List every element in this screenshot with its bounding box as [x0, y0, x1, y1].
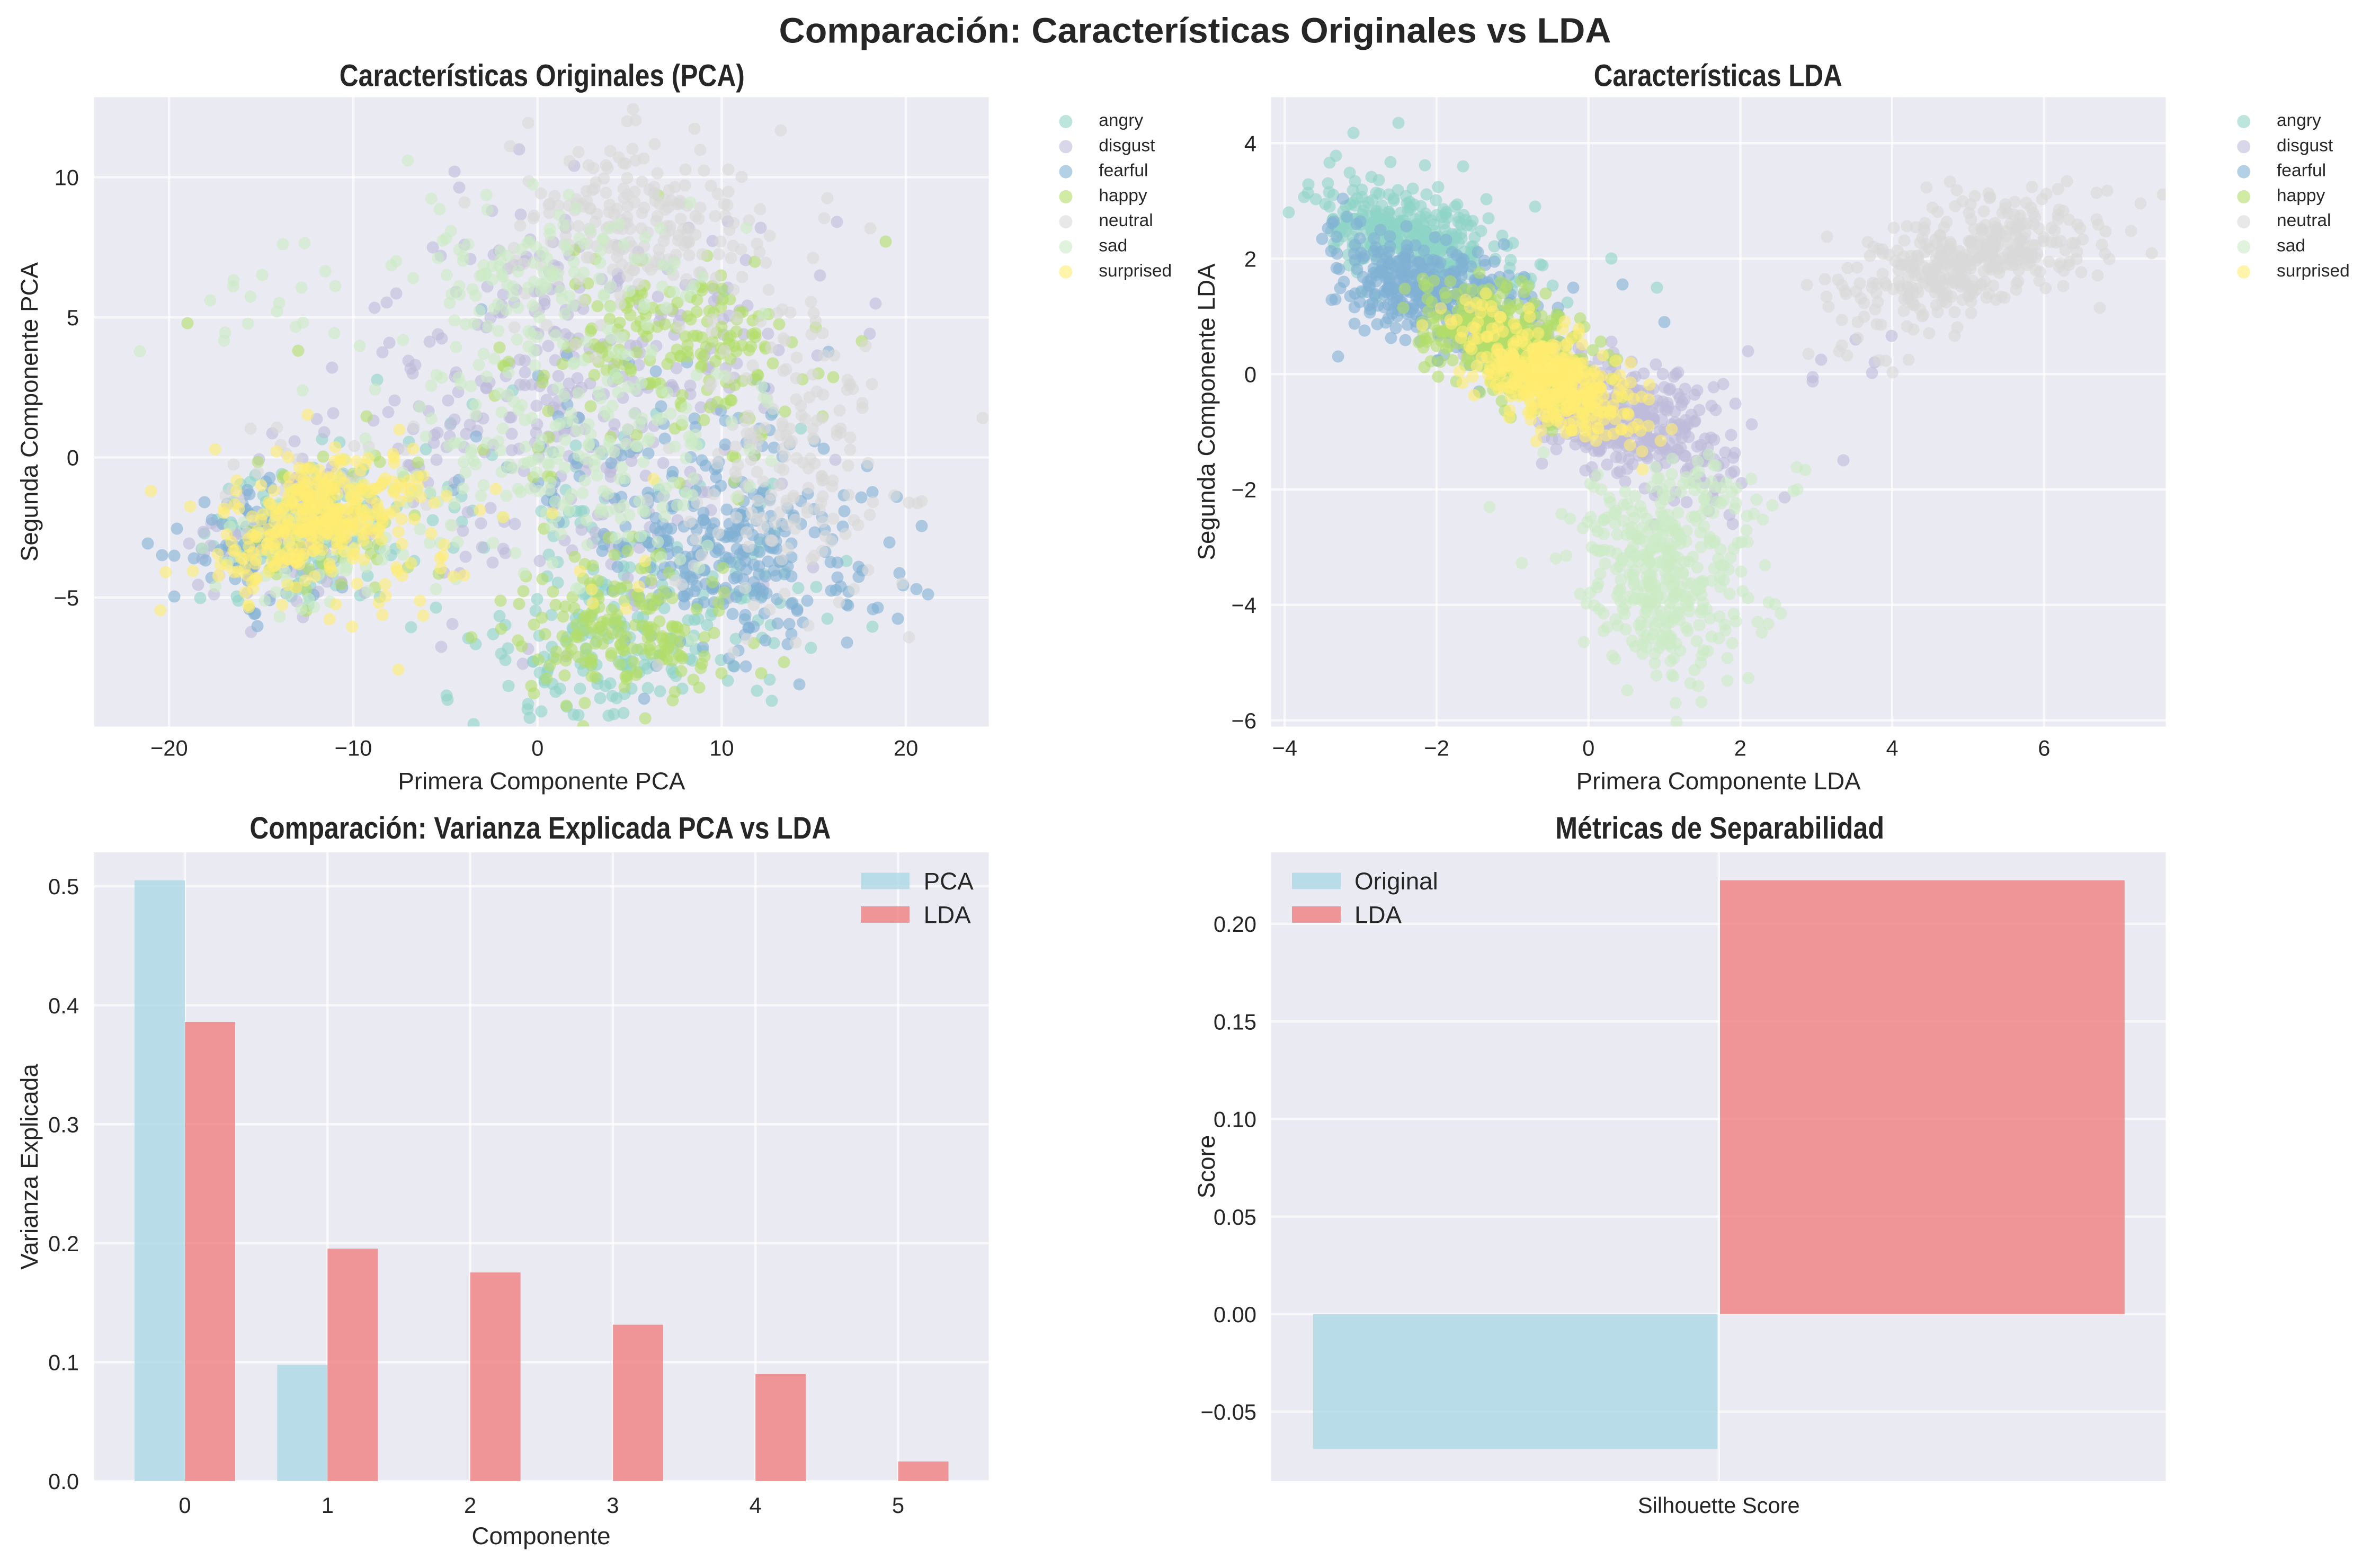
- svg-text:Segunda Componente PCA: Segunda Componente PCA: [16, 262, 43, 562]
- svg-text:sad: sad: [1099, 236, 1127, 256]
- svg-text:disgust: disgust: [2277, 136, 2333, 155]
- svg-text:−20: −20: [150, 735, 188, 760]
- svg-text:disgust: disgust: [1099, 136, 1155, 155]
- svg-text:Original: Original: [1354, 868, 1438, 895]
- svg-text:0: 0: [179, 1493, 191, 1518]
- svg-text:−0.05: −0.05: [1201, 1400, 1256, 1424]
- svg-text:Segunda Componente LDA: Segunda Componente LDA: [1193, 263, 1220, 560]
- svg-text:0.00: 0.00: [1214, 1302, 1256, 1327]
- svg-text:−2: −2: [1424, 735, 1449, 760]
- svg-text:0: 0: [67, 446, 79, 470]
- svg-text:0.15: 0.15: [1214, 1009, 1256, 1034]
- svg-text:Comparación: Características O: Comparación: Características Originales …: [779, 12, 1611, 51]
- svg-text:surprised: surprised: [1099, 261, 1172, 281]
- svg-text:−5: −5: [54, 585, 79, 610]
- svg-text:2: 2: [464, 1493, 476, 1518]
- svg-text:6: 6: [2038, 735, 2050, 760]
- svg-text:Score: Score: [1193, 1135, 1220, 1199]
- svg-text:10: 10: [709, 735, 734, 760]
- svg-text:0.0: 0.0: [48, 1469, 79, 1494]
- svg-text:0: 0: [531, 735, 543, 760]
- svg-text:4: 4: [1886, 735, 1898, 760]
- svg-text:0.3: 0.3: [48, 1112, 79, 1137]
- svg-text:4: 4: [750, 1493, 762, 1518]
- svg-text:fearful: fearful: [2277, 161, 2326, 181]
- svg-text:neutral: neutral: [1099, 211, 1153, 230]
- svg-text:angry: angry: [1099, 111, 1143, 130]
- svg-text:neutral: neutral: [2277, 211, 2331, 230]
- svg-text:0.5: 0.5: [48, 874, 79, 899]
- svg-text:0.05: 0.05: [1214, 1205, 1256, 1230]
- svg-text:Comparación: Varianza Explicad: Comparación: Varianza Explicada PCA vs L…: [249, 811, 831, 845]
- svg-text:0.2: 0.2: [48, 1231, 79, 1256]
- svg-text:0.4: 0.4: [48, 993, 79, 1018]
- svg-text:Silhouette Score: Silhouette Score: [1638, 1493, 1800, 1518]
- svg-text:5: 5: [67, 305, 79, 330]
- svg-text:0.20: 0.20: [1214, 912, 1256, 937]
- svg-text:0: 0: [1582, 735, 1594, 760]
- svg-text:0.10: 0.10: [1214, 1107, 1256, 1132]
- svg-text:2: 2: [1244, 246, 1256, 271]
- svg-text:−10: −10: [335, 735, 372, 760]
- svg-text:Métricas de Separabilidad: Métricas de Separabilidad: [1555, 811, 1884, 845]
- svg-text:surprised: surprised: [2277, 261, 2350, 281]
- svg-text:20: 20: [894, 735, 918, 760]
- svg-text:Primera Componente PCA: Primera Componente PCA: [398, 768, 685, 795]
- svg-text:PCA: PCA: [924, 868, 974, 895]
- svg-text:LDA: LDA: [1354, 901, 1402, 928]
- svg-text:LDA: LDA: [924, 901, 971, 928]
- svg-text:0: 0: [1244, 362, 1256, 387]
- svg-text:3: 3: [607, 1493, 619, 1518]
- svg-text:5: 5: [892, 1493, 904, 1518]
- svg-text:Características Originales (PC: Características Originales (PCA): [340, 59, 745, 93]
- svg-text:−4: −4: [1272, 735, 1298, 760]
- svg-text:angry: angry: [2277, 111, 2321, 130]
- svg-text:Varianza Explicada: Varianza Explicada: [16, 1064, 43, 1270]
- svg-text:happy: happy: [2277, 186, 2325, 206]
- svg-text:fearful: fearful: [1099, 161, 1148, 181]
- svg-text:1: 1: [322, 1493, 334, 1518]
- svg-text:−4: −4: [1231, 593, 1256, 618]
- svg-text:4: 4: [1244, 131, 1256, 156]
- svg-text:2: 2: [1734, 735, 1746, 760]
- svg-text:Primera Componente LDA: Primera Componente LDA: [1576, 768, 1861, 795]
- svg-text:10: 10: [55, 165, 79, 190]
- svg-text:−2: −2: [1231, 477, 1256, 502]
- svg-text:0.1: 0.1: [48, 1350, 79, 1375]
- svg-text:sad: sad: [2277, 236, 2305, 256]
- svg-text:Componente: Componente: [471, 1522, 610, 1549]
- svg-text:happy: happy: [1099, 186, 1147, 206]
- svg-text:−6: −6: [1231, 708, 1256, 733]
- svg-text:Características LDA: Características LDA: [1594, 59, 1842, 93]
